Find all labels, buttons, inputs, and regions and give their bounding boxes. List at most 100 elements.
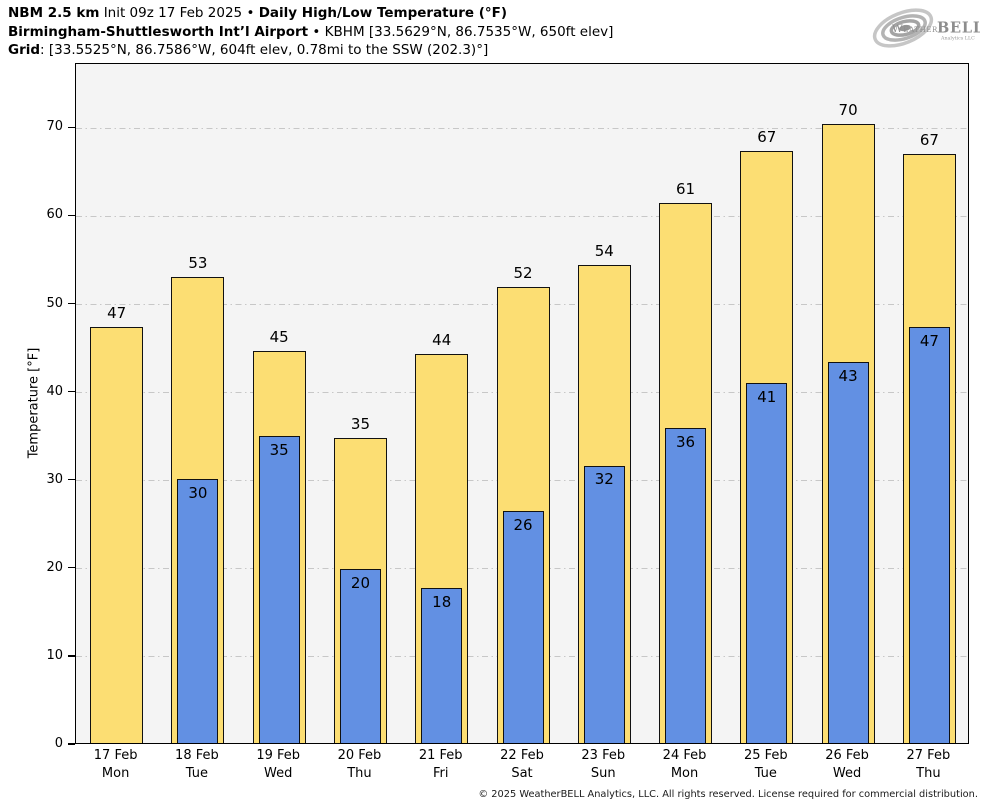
low-value-label: 20 bbox=[350, 573, 370, 592]
low-bar bbox=[583, 465, 625, 743]
x-tick-date: 23 Feb bbox=[581, 748, 626, 763]
low-bar bbox=[827, 362, 869, 743]
high-bar bbox=[90, 327, 144, 743]
x-tick-label: 18 Feb Tue bbox=[152, 747, 242, 782]
high-value-label: 45 bbox=[269, 327, 289, 346]
high-value-label: 67 bbox=[757, 127, 777, 146]
init-time: Init 09z 17 Feb 2025 bbox=[103, 5, 243, 21]
logo-subtitle: Analytics LLC bbox=[940, 36, 975, 42]
y-tick-label: 30 bbox=[46, 471, 63, 487]
x-tick-label: 22 Feb Sat bbox=[477, 747, 567, 782]
header-line-1: NBM 2.5 km Init 09z 17 Feb 2025 • Daily … bbox=[8, 4, 613, 23]
chart-header: NBM 2.5 km Init 09z 17 Feb 2025 • Daily … bbox=[8, 4, 613, 60]
y-tick-mark bbox=[68, 214, 75, 217]
y-tick-mark bbox=[68, 390, 75, 393]
low-bar bbox=[502, 511, 544, 743]
station-details: KBHM [33.5629°N, 86.7535°W, 650ft elev] bbox=[324, 23, 614, 40]
x-tick-day: Fri bbox=[432, 765, 449, 781]
x-tick-date: 18 Feb bbox=[175, 748, 219, 763]
high-value-label: 54 bbox=[594, 241, 614, 260]
high-value-label: 70 bbox=[838, 100, 858, 119]
x-tick-date: 22 Feb bbox=[500, 748, 544, 763]
y-tick-mark bbox=[68, 567, 75, 569]
gridline bbox=[76, 215, 968, 217]
x-tick-label: 19 Feb Wed bbox=[233, 747, 323, 782]
grid-details: : [33.5525°N, 86.7586°W, 604ft elev, 0.7… bbox=[40, 42, 489, 58]
x-tick-date: 24 Feb bbox=[662, 748, 707, 763]
low-bar bbox=[746, 382, 788, 743]
x-tick-day: Tue bbox=[185, 765, 209, 781]
y-tick-mark bbox=[68, 302, 75, 305]
y-tick-label: 10 bbox=[46, 647, 63, 663]
low-value-label: 32 bbox=[594, 470, 614, 489]
x-tick-label: 17 Feb Mon bbox=[71, 747, 161, 782]
x-tick-label: 20 Feb Thu bbox=[314, 747, 404, 782]
low-value-label: 18 bbox=[432, 592, 452, 611]
bullet-separator: • bbox=[312, 23, 321, 40]
product-title: Daily High/Low Temperature (°F) bbox=[258, 5, 508, 21]
x-tick-date: 26 Feb bbox=[825, 748, 869, 763]
low-value-label: 35 bbox=[269, 440, 289, 459]
x-tick-label: 27 Feb Thu bbox=[883, 747, 973, 782]
x-tick-date: 17 Feb bbox=[93, 748, 138, 763]
low-bar bbox=[665, 427, 707, 743]
y-tick-label: 60 bbox=[46, 207, 63, 223]
x-tick-label: 25 Feb Tue bbox=[721, 747, 811, 782]
y-tick-mark bbox=[68, 479, 75, 481]
model-name: NBM 2.5 km bbox=[8, 5, 100, 21]
logo-text-bell: BELL bbox=[937, 20, 980, 37]
header-line-3: Grid: [33.5525°N, 86.7586°W, 604ft elev,… bbox=[8, 41, 613, 60]
x-tick-day: Sun bbox=[590, 765, 616, 781]
low-value-label: 41 bbox=[757, 387, 777, 406]
low-bar bbox=[339, 568, 381, 743]
x-tick-day: Tue bbox=[754, 765, 777, 781]
x-tick-date: 25 Feb bbox=[743, 748, 788, 763]
high-value-label: 47 bbox=[107, 304, 127, 323]
x-tick-date: 20 Feb bbox=[337, 748, 382, 763]
x-tick-day: Wed bbox=[264, 765, 293, 781]
low-value-label: 26 bbox=[513, 516, 533, 535]
low-bar bbox=[908, 327, 950, 743]
x-tick-date: 21 Feb bbox=[418, 748, 463, 763]
low-bar bbox=[177, 478, 219, 743]
plot-area: 47 53 30 45 35 35 20 44 18 52 26 54 32 61 36 67 41 70 43 67… bbox=[75, 63, 969, 744]
weatherbell-logo: Weather BELL Analytics LLC bbox=[872, 8, 980, 48]
high-value-label: 52 bbox=[513, 263, 533, 282]
logo-text-weather: Weather bbox=[892, 23, 938, 35]
high-value-label: 44 bbox=[432, 330, 452, 349]
y-tick-label: 20 bbox=[46, 559, 63, 575]
x-tick-day: Thu bbox=[916, 765, 941, 781]
y-tick-label: 40 bbox=[46, 383, 63, 399]
x-tick-day: Wed bbox=[832, 765, 862, 781]
high-value-label: 67 bbox=[919, 130, 939, 149]
low-value-label: 47 bbox=[919, 332, 939, 351]
low-value-label: 43 bbox=[838, 367, 858, 386]
x-tick-date: 27 Feb bbox=[906, 748, 951, 763]
low-bar bbox=[258, 435, 300, 743]
high-value-label: 61 bbox=[675, 179, 696, 198]
y-tick-label: 70 bbox=[46, 119, 63, 135]
x-tick-day: Thu bbox=[347, 765, 372, 781]
bullet-separator: • bbox=[246, 5, 255, 21]
low-value-label: 36 bbox=[675, 432, 696, 451]
y-tick-label: 0 bbox=[54, 736, 63, 751]
low-bar bbox=[421, 587, 463, 743]
low-value-label: 30 bbox=[188, 483, 208, 502]
x-tick-label: 21 Feb Fri bbox=[396, 747, 486, 782]
x-tick-label: 23 Feb Sun bbox=[558, 747, 648, 782]
grid-label: Grid bbox=[8, 42, 41, 58]
y-tick-mark bbox=[68, 126, 75, 128]
high-value-label: 35 bbox=[350, 415, 370, 434]
copyright-text: © 2025 WeatherBELL Analytics, LLC. All r… bbox=[478, 789, 978, 800]
header-line-2: Birmingham-Shuttlesworth Int’l Airport •… bbox=[8, 23, 613, 42]
gridline bbox=[76, 127, 968, 129]
x-tick-day: Sat bbox=[511, 765, 533, 781]
station-name: Birmingham-Shuttlesworth Int’l Airport bbox=[8, 23, 309, 40]
high-value-label: 53 bbox=[188, 253, 208, 272]
x-tick-label: 26 Feb Wed bbox=[802, 747, 892, 782]
x-tick-day: Mon bbox=[101, 765, 130, 781]
y-tick-label: 50 bbox=[46, 295, 63, 311]
y-tick-mark bbox=[68, 655, 75, 657]
y-tick-mark bbox=[68, 743, 75, 745]
